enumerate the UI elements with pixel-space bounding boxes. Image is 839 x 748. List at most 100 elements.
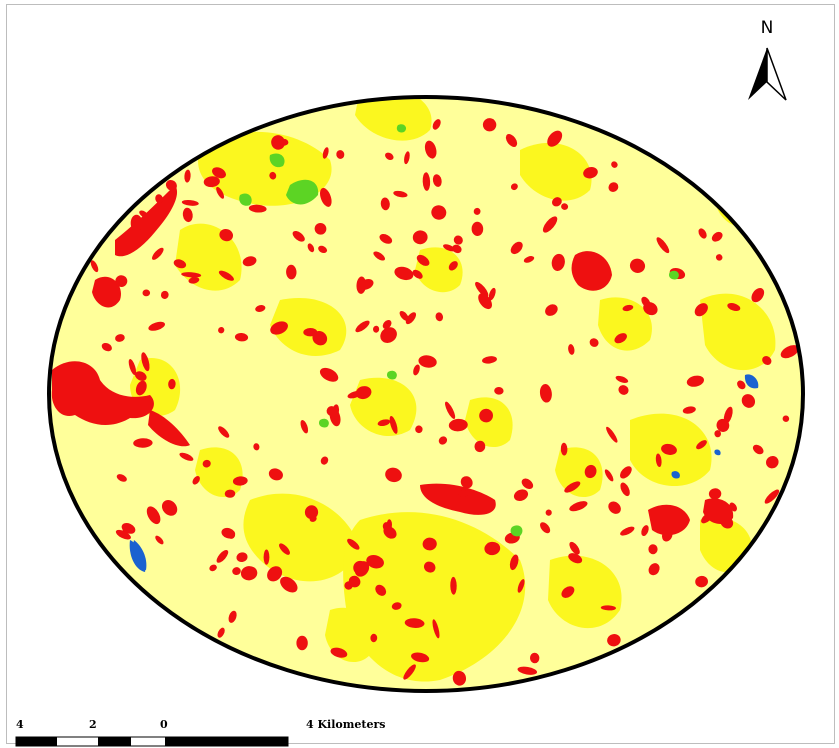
built-up-spot <box>394 266 414 281</box>
built-up-spot <box>482 118 497 132</box>
built-up-spot <box>218 270 234 281</box>
built-up-spot <box>173 259 187 269</box>
built-up-spot <box>253 443 260 451</box>
built-up-spot <box>115 334 125 342</box>
built-up-spot <box>182 207 193 223</box>
built-up-spot <box>181 272 202 278</box>
built-up-spot <box>286 264 297 280</box>
built-up-spot <box>370 633 378 643</box>
built-up-spot <box>474 440 486 453</box>
built-up-spot <box>661 443 677 455</box>
built-up-spot <box>694 303 708 317</box>
built-up-spot <box>348 575 361 588</box>
built-up-spot <box>561 586 575 598</box>
built-up-spot <box>242 256 257 267</box>
built-up-spot <box>604 469 614 482</box>
built-up-spot <box>161 500 178 516</box>
built-up-spot <box>741 394 756 408</box>
built-up-spot <box>443 244 456 252</box>
built-up-spot <box>155 535 164 545</box>
built-up-spot <box>413 364 420 376</box>
built-up-spot <box>232 567 241 576</box>
built-up-spot <box>135 371 147 381</box>
built-up-spot <box>539 384 552 403</box>
built-up-spot <box>513 489 529 502</box>
built-up-spot <box>618 385 629 395</box>
built-up-spot <box>314 222 327 235</box>
built-up-spot <box>203 176 220 188</box>
built-up-spot <box>629 258 646 273</box>
map-frame <box>6 4 835 744</box>
built-up-spot <box>366 554 384 569</box>
scale-tick-4: 4 <box>16 718 24 731</box>
built-up-spot <box>568 344 575 355</box>
built-up-spot <box>320 187 332 207</box>
built-up-spot <box>708 488 722 500</box>
built-up-spot <box>510 241 523 255</box>
built-up-spot <box>380 197 390 211</box>
built-up-spot <box>115 275 128 288</box>
water-bodies <box>132 374 759 570</box>
built-up-spot <box>101 342 112 352</box>
built-up-spot <box>723 406 733 424</box>
built-up-spot <box>130 214 143 232</box>
built-up-spot <box>385 467 402 483</box>
built-up-spot <box>432 619 440 639</box>
built-up-spot <box>280 576 298 593</box>
built-up-spot <box>236 552 248 563</box>
built-up-spot <box>545 304 558 316</box>
built-up-spot <box>320 456 329 465</box>
built-up-spot <box>655 453 662 468</box>
built-up-spot <box>780 345 799 359</box>
built-up-spot <box>404 618 425 628</box>
built-up-spot <box>569 501 588 512</box>
built-up-spot <box>475 281 489 297</box>
built-up-spot <box>614 333 627 344</box>
built-up-spot <box>304 505 319 520</box>
built-up-spot <box>432 174 442 187</box>
built-up-spot <box>192 476 200 485</box>
built-up-spot <box>648 563 660 576</box>
built-up-spot <box>505 133 518 148</box>
built-up-spot <box>641 525 649 537</box>
built-up-spot <box>509 554 519 571</box>
built-up-spot <box>416 254 430 266</box>
built-up-spot <box>219 228 234 242</box>
built-up-spot <box>372 325 380 333</box>
built-up-spot <box>385 152 394 161</box>
built-up-spot <box>764 489 780 504</box>
built-up-spot <box>471 221 484 236</box>
built-up-spot <box>168 378 176 390</box>
built-up-spot <box>752 444 764 455</box>
built-up-spot <box>418 355 437 368</box>
built-up-spot <box>133 438 153 448</box>
built-up-spot <box>399 310 409 321</box>
vegetation-patches <box>239 98 679 537</box>
built-up-spot <box>422 172 431 191</box>
built-up-spot <box>146 506 161 525</box>
built-up-spot <box>330 647 348 658</box>
built-up-spot <box>482 356 497 364</box>
built-up-spot <box>529 652 540 664</box>
built-up-spot <box>212 167 226 179</box>
built-up-spot <box>521 478 534 490</box>
built-up-spot <box>279 543 290 555</box>
built-up-spot <box>458 490 469 498</box>
built-up-spot <box>382 320 392 329</box>
built-up-spot <box>431 205 447 220</box>
built-up-spot <box>380 327 397 343</box>
built-up-spot <box>766 455 779 469</box>
built-up-spot <box>412 269 423 279</box>
scale-tick-kilometers: 4 Kilometers <box>306 718 386 731</box>
built-up-spot <box>561 203 569 210</box>
built-up-spot <box>347 391 362 399</box>
built-up-spot <box>218 327 225 334</box>
built-up-spot <box>698 228 707 239</box>
built-up-spot <box>453 235 463 245</box>
built-up-spot <box>517 666 538 675</box>
built-up-spot <box>269 171 277 180</box>
built-up-spot <box>782 415 790 422</box>
built-up-spot <box>181 199 199 206</box>
scale-tick-2: 2 <box>89 718 97 731</box>
built-up-spot <box>450 576 457 595</box>
